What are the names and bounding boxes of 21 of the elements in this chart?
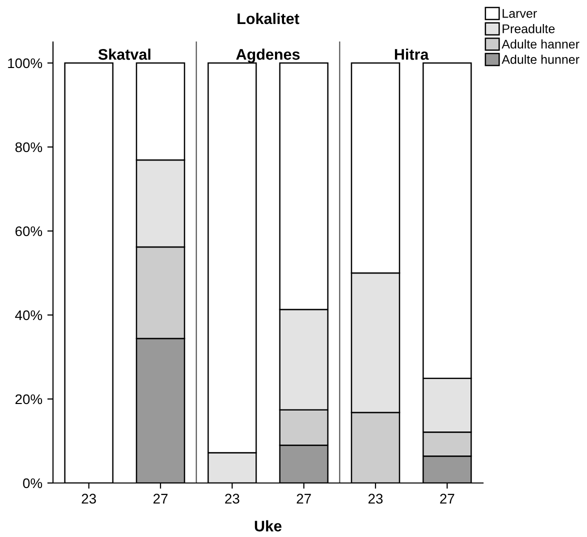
x-tick-label: 27	[440, 494, 454, 504]
y-tick-label: 0%	[23, 478, 42, 488]
y-tick-label: 20%	[15, 394, 42, 404]
text: Lokalitet	[238, 12, 300, 24]
y-tick-label: 100%	[8, 58, 42, 68]
chart-title: Hitra	[394, 48, 429, 60]
x-tick-label: 23	[368, 494, 383, 504]
x-tick-label: 23	[82, 494, 96, 504]
x-tick-label: 23	[225, 494, 240, 504]
y-tick-label: 60%	[15, 226, 42, 236]
legend-label: Adulte hanner	[502, 39, 580, 49]
y-tick-label: 80%	[15, 142, 42, 152]
legend-label: Adulte hunner	[502, 54, 580, 64]
y-tick-label: 40%	[15, 310, 42, 320]
legend-label: Larver	[502, 9, 537, 18]
chart-title: Skatval	[98, 48, 150, 60]
chart-title: Agdenes	[236, 48, 300, 63]
x-axis-title: Uke	[254, 520, 282, 532]
legend-label: Preadulte	[502, 24, 555, 34]
x-tick-label: 27	[153, 494, 168, 504]
x-tick-label: 27	[296, 494, 311, 504]
